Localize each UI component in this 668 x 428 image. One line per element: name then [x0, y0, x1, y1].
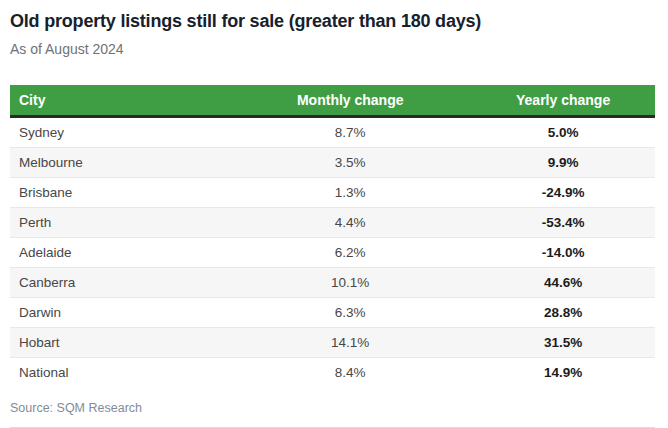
city-cell: Adelaide: [10, 238, 229, 268]
source-note: Source: SQM Research: [10, 401, 655, 415]
city-cell: Perth: [10, 208, 229, 238]
yearly-change-cell: 9.9%: [471, 148, 655, 178]
table-row: Brisbane 1.3% -24.9%: [10, 178, 655, 208]
monthly-change-cell: 4.4%: [229, 208, 471, 238]
column-header-monthly-change: Monthly change: [229, 85, 471, 117]
article-table-card: Old property listings still for sale (gr…: [0, 0, 668, 428]
table-row: Darwin 6.3% 28.8%: [10, 298, 655, 328]
monthly-change-cell: 6.3%: [229, 298, 471, 328]
page-title: Old property listings still for sale (gr…: [10, 11, 655, 32]
table-row: Melbourne 3.5% 9.9%: [10, 148, 655, 178]
yearly-change-cell: -14.0%: [471, 238, 655, 268]
monthly-change-cell: 6.2%: [229, 238, 471, 268]
column-header-yearly-change: Yearly change: [471, 85, 655, 117]
city-cell: Canberra: [10, 268, 229, 298]
monthly-change-cell: 1.3%: [229, 178, 471, 208]
city-cell: Sydney: [10, 117, 229, 148]
yearly-change-cell: 28.8%: [471, 298, 655, 328]
table-row: Hobart 14.1% 31.5%: [10, 328, 655, 358]
table-row: Sydney 8.7% 5.0%: [10, 117, 655, 148]
listings-table: City Monthly change Yearly change Sydney…: [10, 85, 655, 387]
city-cell: National: [10, 358, 229, 388]
yearly-change-cell: 44.6%: [471, 268, 655, 298]
table-row: Adelaide 6.2% -14.0%: [10, 238, 655, 268]
yearly-change-cell: -24.9%: [471, 178, 655, 208]
monthly-change-cell: 8.4%: [229, 358, 471, 388]
table-row: Canberra 10.1% 44.6%: [10, 268, 655, 298]
yearly-change-cell: 31.5%: [471, 328, 655, 358]
yearly-change-cell: -53.4%: [471, 208, 655, 238]
city-cell: Brisbane: [10, 178, 229, 208]
table-row: Perth 4.4% -53.4%: [10, 208, 655, 238]
monthly-change-cell: 14.1%: [229, 328, 471, 358]
city-cell: Darwin: [10, 298, 229, 328]
yearly-change-cell: 14.9%: [471, 358, 655, 388]
subtitle-date: As of August 2024: [10, 41, 655, 58]
column-header-city: City: [10, 85, 229, 117]
city-cell: Hobart: [10, 328, 229, 358]
monthly-change-cell: 3.5%: [229, 148, 471, 178]
yearly-change-cell: 5.0%: [471, 117, 655, 148]
table-row: National 8.4% 14.9%: [10, 358, 655, 388]
monthly-change-cell: 10.1%: [229, 268, 471, 298]
table-header-row: City Monthly change Yearly change: [10, 85, 655, 117]
monthly-change-cell: 8.7%: [229, 117, 471, 148]
city-cell: Melbourne: [10, 148, 229, 178]
